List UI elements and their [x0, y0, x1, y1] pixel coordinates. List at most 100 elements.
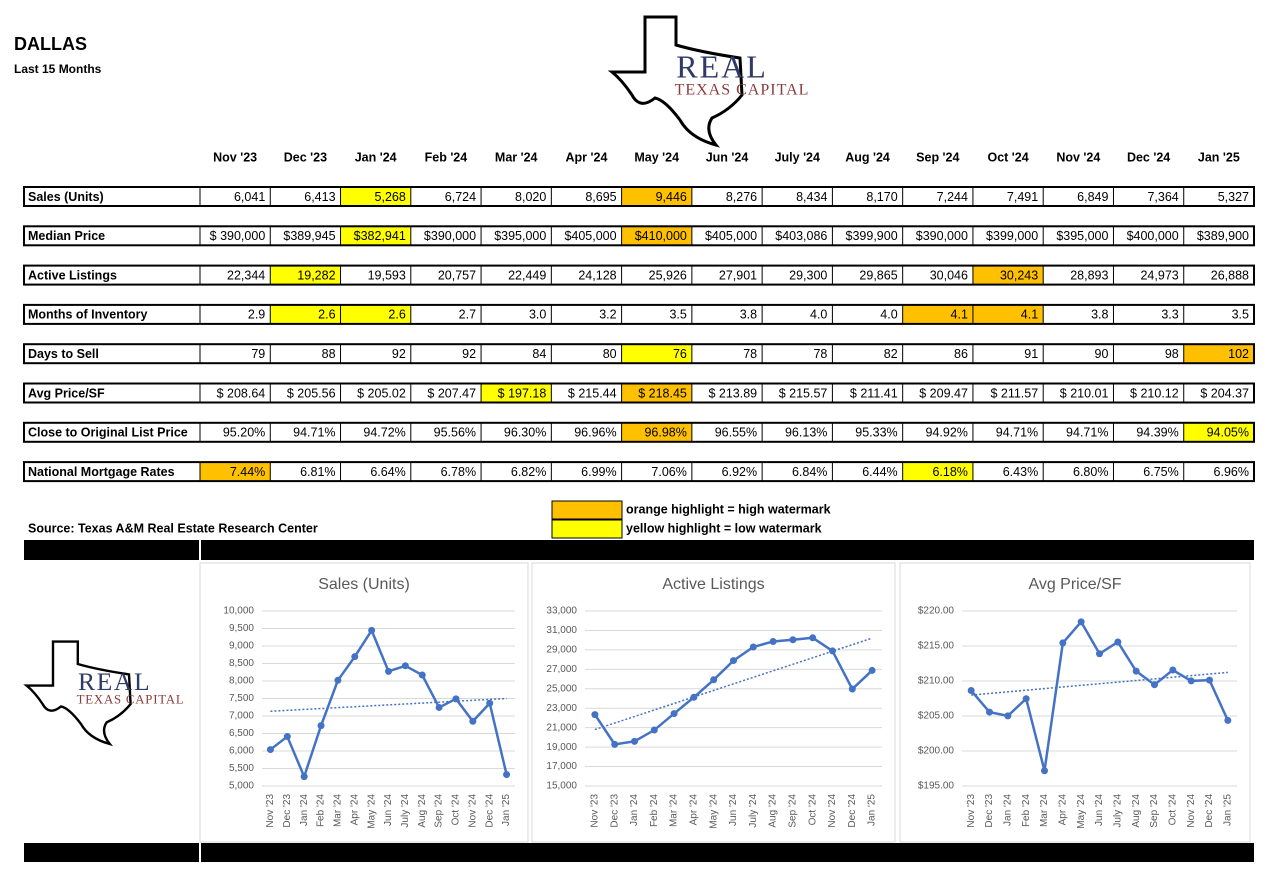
- divider-bar: [201, 843, 1254, 862]
- cell: 6.96%: [1214, 465, 1249, 479]
- data-point: [266, 746, 274, 754]
- cell: $389,945: [283, 229, 335, 243]
- y-tick-label: $210.00: [918, 676, 955, 687]
- cell: 79: [251, 347, 265, 361]
- x-tick-label: Jan '25: [1222, 794, 1233, 826]
- cell: 3.3: [1161, 308, 1178, 322]
- cell: $ 211.41: [850, 386, 898, 400]
- cell: 76: [673, 347, 687, 361]
- low-highlight: [340, 226, 411, 246]
- chart-title: Sales (Units): [318, 576, 410, 593]
- cell: $399,900: [846, 229, 898, 243]
- data-point: [1041, 767, 1048, 775]
- cell: 6,041: [234, 190, 265, 204]
- column-header: Sep '24: [916, 150, 959, 164]
- high-highlight: [1183, 344, 1254, 364]
- x-tick-label: Nov '24: [827, 794, 838, 828]
- cell: $ 390,000: [210, 229, 266, 243]
- high-highlight: [621, 187, 692, 206]
- high-highlight: [621, 226, 692, 246]
- x-tick-label: July '24: [1112, 794, 1123, 828]
- legend-swatch: [551, 500, 623, 520]
- x-tick-label: Jan '25: [867, 794, 878, 826]
- x-tick-label: May '24: [1076, 794, 1087, 829]
- high-highlight: [972, 304, 1044, 324]
- y-tick-label: $200.00: [918, 746, 955, 757]
- x-tick-label: Dec '23: [609, 794, 620, 828]
- low-highlight: [902, 462, 973, 482]
- cell: 4.0: [880, 308, 897, 322]
- cell: 24,973: [1140, 268, 1178, 282]
- logo-tagline: TEXAS CAPITAL: [77, 693, 185, 707]
- y-tick-label: 23,000: [546, 703, 577, 714]
- chart-frame: [199, 562, 529, 843]
- y-tick-label: 29,000: [546, 645, 577, 656]
- y-tick-label: 17,000: [546, 761, 577, 772]
- cell: 91: [1024, 347, 1038, 361]
- x-tick-label: Aug '24: [417, 794, 428, 828]
- cell: 3.0: [529, 308, 546, 322]
- cell: $ 209.47: [919, 386, 968, 400]
- cell: 26,888: [1211, 268, 1249, 282]
- data-point: [300, 773, 308, 781]
- data-point: [749, 643, 757, 651]
- cell: 7,491: [1007, 190, 1038, 204]
- legend-label: orange highlight = high watermark: [626, 502, 831, 516]
- row-label: Months of Inventory: [28, 308, 147, 322]
- chart-frame: [531, 562, 896, 843]
- column-header: July '24: [775, 150, 820, 164]
- row-label: Median Price: [28, 229, 105, 243]
- x-tick-label: Nov '24: [1186, 794, 1197, 828]
- cell: 95.56%: [434, 426, 476, 440]
- data-point: [351, 653, 359, 661]
- column-header: Aug '24: [845, 150, 890, 164]
- high-highlight: [621, 422, 692, 442]
- data-point: [631, 737, 638, 745]
- y-tick-label: 33,000: [546, 606, 577, 617]
- data-point: [591, 711, 599, 719]
- column-header: Nov '24: [1056, 150, 1100, 164]
- cell: 3.2: [599, 308, 616, 322]
- data-point: [1187, 677, 1195, 685]
- cell: $395,000: [494, 229, 546, 243]
- cell: $ 213.89: [708, 386, 757, 400]
- logo-shape: [23, 640, 132, 747]
- x-tick-label: Sep '24: [434, 794, 445, 828]
- data-point: [769, 637, 777, 645]
- data-point: [848, 685, 856, 693]
- x-tick-label: Aug '24: [768, 794, 779, 828]
- chart-title: Active Listings: [662, 576, 764, 593]
- cell: 7.44%: [230, 465, 265, 479]
- cell: 6,849: [1077, 190, 1108, 204]
- data-point: [418, 671, 426, 679]
- y-tick-label: 9,500: [229, 623, 254, 634]
- row-label: Sales (Units): [28, 190, 104, 204]
- cell: 98: [1165, 347, 1179, 361]
- cell: 8,434: [796, 190, 827, 204]
- cell: 6.92%: [722, 465, 757, 479]
- x-tick-label: Feb '24: [1021, 794, 1032, 827]
- cell: 20,757: [438, 268, 476, 282]
- cell: 7,244: [937, 190, 968, 204]
- cell: $390,000: [424, 229, 476, 243]
- y-tick-label: 9,000: [229, 641, 254, 652]
- data-point: [730, 657, 737, 665]
- cell: 6.82%: [511, 465, 546, 479]
- data-point: [385, 667, 392, 675]
- cell: 8,695: [585, 190, 616, 204]
- data-point: [710, 676, 718, 684]
- x-tick-label: Oct '24: [807, 794, 818, 826]
- cell: $410,000: [635, 229, 687, 243]
- subtitle: Last 15 Months: [14, 62, 102, 76]
- row-label: Active Listings: [28, 268, 117, 282]
- high-highlight: [972, 265, 1044, 285]
- cell: 4.1: [1021, 308, 1038, 322]
- chart-title: Avg Price/SF: [1028, 576, 1121, 593]
- cell: 78: [813, 347, 827, 361]
- y-tick-label: 15,000: [546, 781, 577, 792]
- cell: 19,282: [297, 268, 335, 282]
- cell: 96.55%: [715, 426, 757, 440]
- x-tick-label: Dec '23: [282, 794, 293, 828]
- cell: $ 211.57: [990, 386, 1038, 400]
